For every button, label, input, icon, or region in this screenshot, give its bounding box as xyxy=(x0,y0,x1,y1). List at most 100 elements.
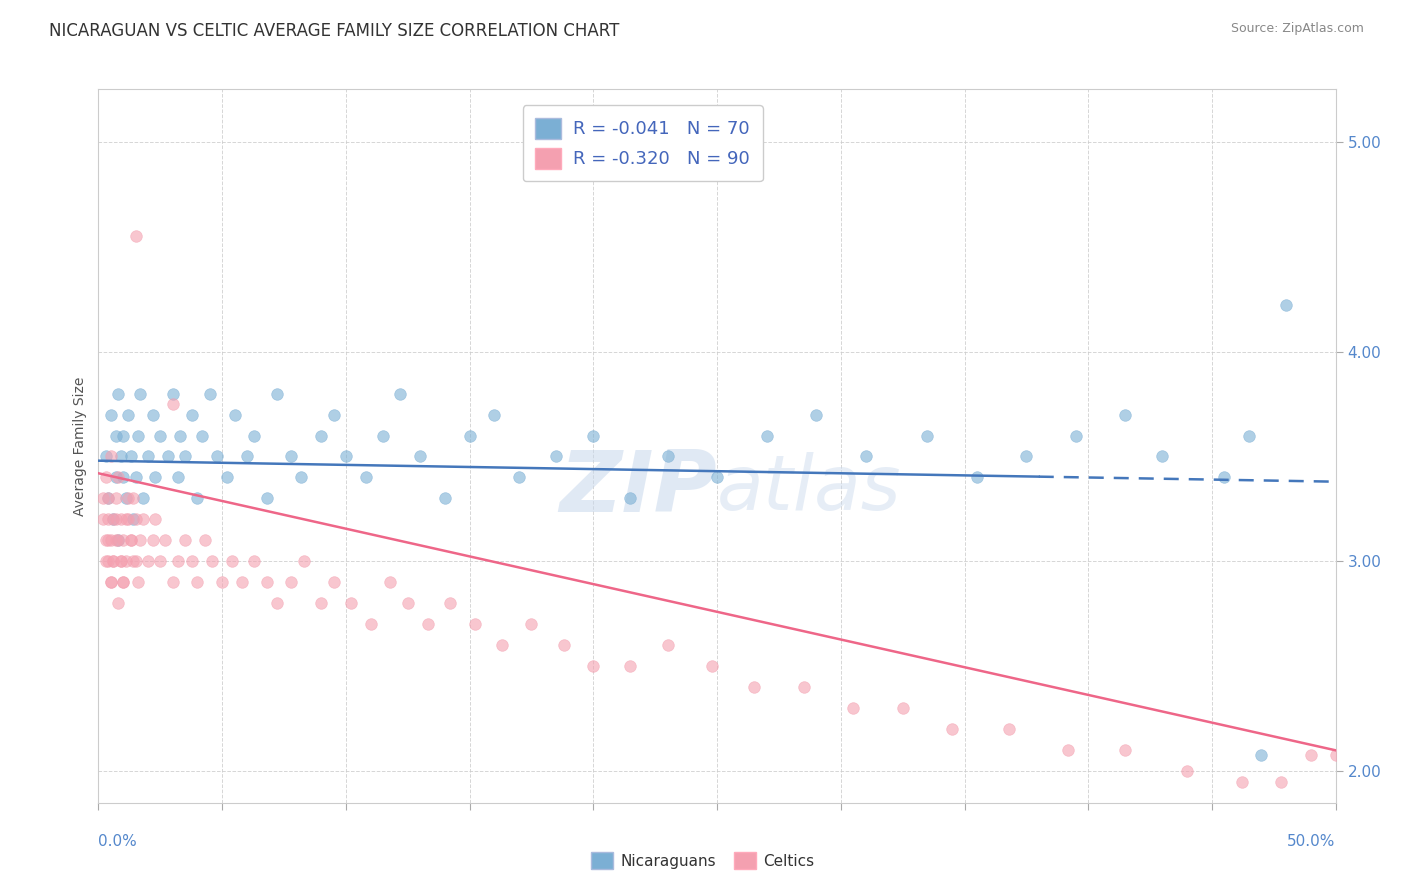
Point xyxy=(793,681,815,695)
Point xyxy=(110,554,132,568)
Text: ZIP: ZIP xyxy=(560,447,717,531)
Point xyxy=(439,596,461,610)
Point xyxy=(143,512,166,526)
Point xyxy=(1114,408,1136,422)
Point xyxy=(112,470,135,484)
Point xyxy=(100,450,122,464)
Point xyxy=(107,533,129,548)
Point xyxy=(143,470,166,484)
Point xyxy=(104,533,127,548)
Y-axis label: Average Family Size: Average Family Size xyxy=(73,376,87,516)
Point xyxy=(266,386,288,401)
Point xyxy=(389,386,412,401)
Point xyxy=(104,470,127,484)
Point xyxy=(354,470,377,484)
Point xyxy=(149,428,172,442)
Point xyxy=(117,491,139,506)
Point xyxy=(124,512,146,526)
Point xyxy=(266,596,288,610)
Point xyxy=(491,639,513,653)
Point xyxy=(114,512,136,526)
Point xyxy=(110,450,132,464)
Point xyxy=(335,450,357,464)
Point xyxy=(136,450,159,464)
Point xyxy=(211,575,233,590)
Point xyxy=(371,428,394,442)
Point xyxy=(396,596,419,610)
Point xyxy=(155,533,177,548)
Point xyxy=(409,450,432,464)
Point xyxy=(117,408,139,422)
Point xyxy=(162,575,184,590)
Point xyxy=(110,512,132,526)
Point xyxy=(1057,743,1080,757)
Legend: Nicaraguans, Celtics: Nicaraguans, Celtics xyxy=(585,846,821,875)
Point xyxy=(458,428,481,442)
Point xyxy=(97,554,120,568)
Point xyxy=(94,554,117,568)
Point xyxy=(120,450,142,464)
Point xyxy=(104,512,127,526)
Point xyxy=(1213,470,1236,484)
Point xyxy=(256,491,278,506)
Point xyxy=(97,512,120,526)
Text: atlas: atlas xyxy=(717,452,901,525)
Point xyxy=(129,533,152,548)
Point xyxy=(112,575,135,590)
Point xyxy=(100,533,122,548)
Legend: R = -0.041   N = 70, R = -0.320   N = 90: R = -0.041 N = 70, R = -0.320 N = 90 xyxy=(523,105,763,181)
Point xyxy=(103,512,125,526)
Point xyxy=(194,533,217,548)
Point xyxy=(1064,428,1087,442)
Point xyxy=(619,659,641,673)
Point xyxy=(1275,298,1298,312)
Point xyxy=(94,533,117,548)
Point xyxy=(112,533,135,548)
Point xyxy=(166,554,188,568)
Point xyxy=(340,596,363,610)
Point xyxy=(112,575,135,590)
Point xyxy=(162,397,184,411)
Point xyxy=(309,428,332,442)
Point xyxy=(169,428,191,442)
Point xyxy=(100,575,122,590)
Point xyxy=(112,428,135,442)
Point xyxy=(290,470,312,484)
Point xyxy=(755,428,778,442)
Point xyxy=(1175,764,1198,779)
Point xyxy=(582,659,605,673)
Point xyxy=(166,470,188,484)
Point xyxy=(186,491,208,506)
Point xyxy=(122,554,145,568)
Point xyxy=(100,408,122,422)
Point xyxy=(162,386,184,401)
Point xyxy=(174,450,197,464)
Point xyxy=(94,470,117,484)
Point xyxy=(280,575,302,590)
Point xyxy=(149,554,172,568)
Point xyxy=(1114,743,1136,757)
Point xyxy=(292,554,315,568)
Point xyxy=(657,450,679,464)
Text: NICARAGUAN VS CELTIC AVERAGE FAMILY SIZE CORRELATION CHART: NICARAGUAN VS CELTIC AVERAGE FAMILY SIZE… xyxy=(49,22,620,40)
Point xyxy=(1324,747,1347,762)
Point xyxy=(174,533,197,548)
Point xyxy=(129,386,152,401)
Point xyxy=(433,491,456,506)
Point xyxy=(231,575,253,590)
Point xyxy=(243,428,266,442)
Point xyxy=(181,408,204,422)
Point xyxy=(124,554,146,568)
Point xyxy=(181,554,204,568)
Text: 50.0%: 50.0% xyxy=(1288,834,1336,849)
Point xyxy=(97,533,120,548)
Point xyxy=(124,229,146,244)
Point xyxy=(360,617,382,632)
Point xyxy=(103,512,125,526)
Point xyxy=(117,512,139,526)
Point xyxy=(546,450,568,464)
Point xyxy=(127,428,149,442)
Point xyxy=(156,450,179,464)
Point xyxy=(104,428,127,442)
Point xyxy=(416,617,439,632)
